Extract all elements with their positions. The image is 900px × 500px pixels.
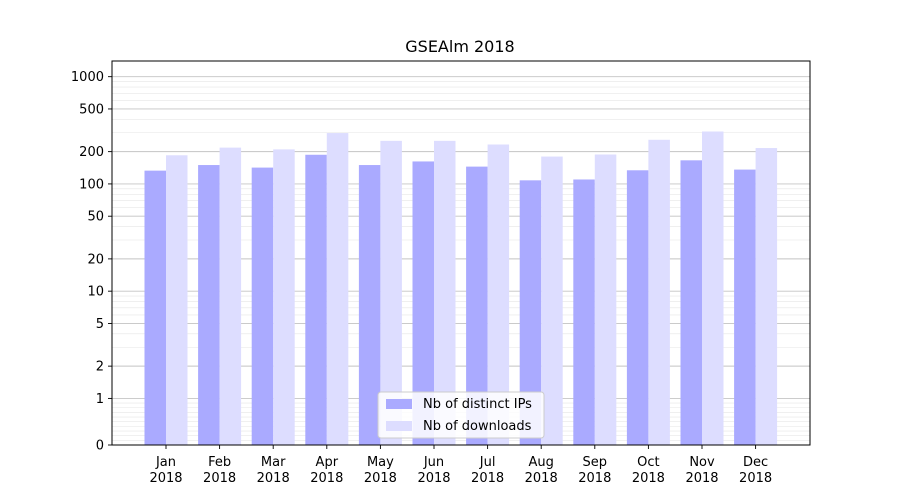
bar-downloads xyxy=(380,140,402,446)
bars xyxy=(144,131,778,446)
x-tick-label-year: 2018 xyxy=(310,471,343,486)
chart-title: GSEAlm 2018 xyxy=(405,37,514,56)
bar-downloads xyxy=(648,139,670,446)
legend-swatch xyxy=(386,421,412,431)
x-tick-label-year: 2018 xyxy=(471,471,504,486)
bar-downloads xyxy=(326,133,349,445)
x-tick-label-month: Jun xyxy=(423,455,444,470)
bar-distinct-ips xyxy=(680,160,702,445)
x-tick-label-year: 2018 xyxy=(739,471,772,486)
x-tick-label-year: 2018 xyxy=(525,471,558,486)
x-tick-label-year: 2018 xyxy=(578,471,611,486)
y-tick-label: 500 xyxy=(79,102,104,117)
x-tick-label-month: Jul xyxy=(479,455,496,470)
x-tick-label-month: Jan xyxy=(155,455,176,470)
x-tick-label-year: 2018 xyxy=(632,471,665,486)
bar-downloads xyxy=(434,140,456,446)
x-tick-label-month: Aug xyxy=(529,455,554,470)
bar-downloads xyxy=(166,155,188,445)
y-tick-label: 5 xyxy=(96,317,104,332)
bar-distinct-ips xyxy=(412,161,434,445)
y-tick-label: 2 xyxy=(96,360,104,375)
x-tick-label-year: 2018 xyxy=(685,471,718,486)
x-tick-label-month: May xyxy=(367,455,394,470)
legend-label: Nb of downloads xyxy=(423,419,532,434)
y-tick-label: 100 xyxy=(79,177,104,192)
x-tick-label-month: Mar xyxy=(261,455,286,470)
x-tick-label-year: 2018 xyxy=(417,471,450,486)
x-tick-label-month: Dec xyxy=(743,455,768,470)
x-tick-label-month: Oct xyxy=(637,455,659,470)
y-axis: 0 1 2 5 10 20 50 100 200 500 1000 xyxy=(71,70,112,454)
x-tick-label-year: 2018 xyxy=(149,471,182,486)
bar-distinct-ips xyxy=(251,167,274,445)
legend-label: Nb of distinct IPs xyxy=(423,397,532,412)
bar-downloads xyxy=(702,131,724,445)
y-tick-label: 20 xyxy=(87,252,104,267)
bar-distinct-ips xyxy=(573,179,595,445)
bar-downloads xyxy=(594,154,617,445)
x-tick-label-month: Apr xyxy=(316,455,339,470)
x-tick-label-year: 2018 xyxy=(257,471,290,486)
bar-downloads xyxy=(219,147,242,446)
y-tick-label: 1 xyxy=(96,392,104,407)
bar-downloads xyxy=(487,144,510,445)
y-tick-label: 10 xyxy=(87,285,104,300)
bar-distinct-ips xyxy=(144,170,166,446)
x-tick-label-month: Sep xyxy=(583,455,608,470)
bar-distinct-ips xyxy=(519,180,542,445)
bar-distinct-ips xyxy=(305,154,327,445)
bar-distinct-ips xyxy=(734,169,756,445)
legend-box xyxy=(377,391,545,439)
bar-distinct-ips xyxy=(358,165,381,445)
bar-downloads xyxy=(541,156,563,445)
x-tick-label-year: 2018 xyxy=(364,471,397,486)
bar-downloads xyxy=(755,148,778,445)
x-tick-label-month: Nov xyxy=(689,455,715,470)
x-axis: Jan2018Feb2018Mar2018Apr2018May2018Jun20… xyxy=(149,445,772,486)
x-tick-label-year: 2018 xyxy=(203,471,236,486)
legend: Nb of distinct IPs Nb of downloads xyxy=(377,391,545,439)
plot-frame xyxy=(111,60,811,446)
bar-distinct-ips xyxy=(466,166,488,446)
bar-downloads xyxy=(273,149,295,445)
y-tick-label: 0 xyxy=(96,439,104,454)
bar-distinct-ips xyxy=(198,165,220,445)
bar-distinct-ips xyxy=(626,170,649,445)
legend-swatch xyxy=(386,399,412,409)
y-tick-label: 50 xyxy=(87,210,104,225)
y-tick-label: 200 xyxy=(79,145,104,160)
y-tick-label: 1000 xyxy=(71,70,104,85)
x-tick-label-month: Feb xyxy=(208,455,231,470)
